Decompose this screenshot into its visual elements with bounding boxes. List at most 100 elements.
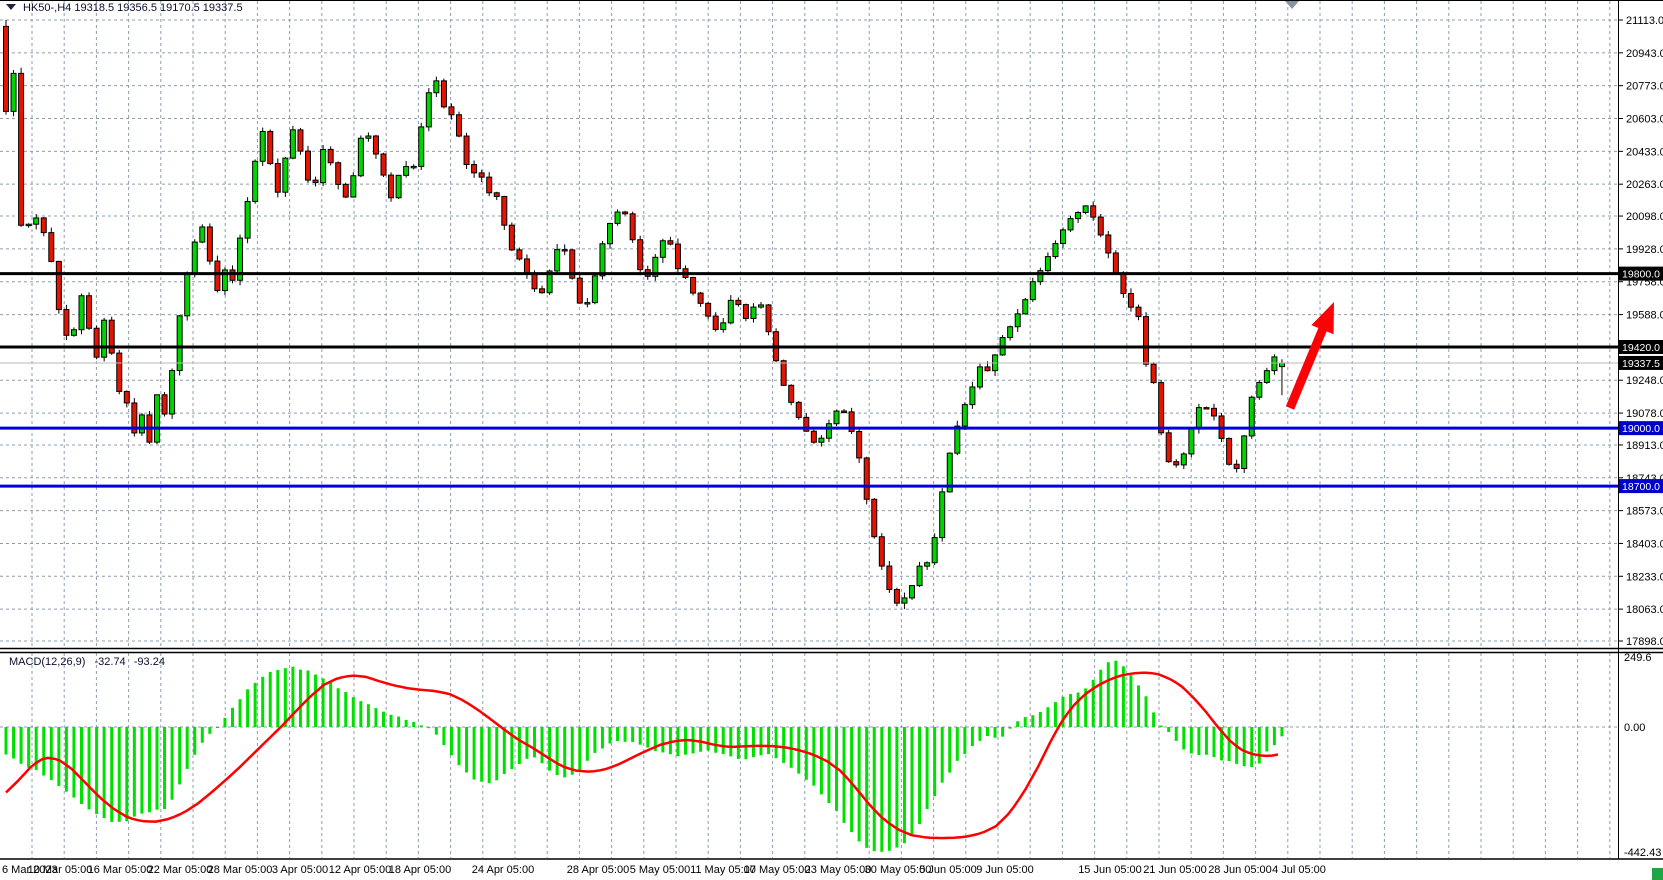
macd-histogram-bar: [736, 727, 740, 759]
main-chart-area[interactable]: [0, 0, 1618, 648]
macd-histogram-bar: [525, 727, 529, 759]
candlestick: [539, 288, 546, 294]
candlestick: [48, 232, 55, 262]
candlestick: [1029, 281, 1036, 301]
candlestick: [954, 425, 961, 454]
macd-histogram-bar: [434, 727, 438, 735]
candlestick: [984, 366, 991, 372]
macd-histogram-bar: [465, 727, 469, 773]
candlestick: [1203, 407, 1210, 410]
macd-histogram-bar: [215, 727, 219, 728]
macd-histogram-bar: [721, 727, 725, 754]
macd-histogram-bar: [668, 727, 672, 755]
horizontal-line-objects[interactable]: [0, 272, 1618, 488]
time-tick-label: 28 Jun 05:00: [1208, 864, 1272, 876]
macd-label-row: MACD(12,26,9) -32.74 -93.24: [9, 656, 165, 668]
macd-histogram-bar: [1152, 712, 1156, 727]
macd-histogram-bar: [200, 727, 204, 743]
price-line-label-box: [1619, 479, 1663, 494]
macd-histogram-bar: [72, 727, 76, 798]
macd-histogram-bar: [767, 727, 771, 755]
price-line-label: 19800.0: [1622, 269, 1660, 281]
price-axis-labels[interactable]: 21113.0 20943.0 20773.0 20603.0 20433.0 20263…: [1618, 15, 1663, 648]
symbol-dropdown-icon[interactable]: [6, 4, 16, 10]
candlestick: [705, 302, 712, 317]
macd-histogram-bar: [993, 727, 997, 738]
candlestick: [531, 273, 538, 290]
candlestick: [305, 150, 311, 181]
macd-histogram-bar: [170, 727, 174, 800]
macd-histogram-bar: [970, 727, 974, 747]
candlestick: [191, 241, 198, 274]
macd-histogram-bar: [1008, 727, 1012, 729]
candlestick: [1037, 270, 1044, 283]
trend-arrow-head[interactable]: [1311, 302, 1334, 335]
time-tick-label: 12 Apr 05:00: [329, 864, 391, 876]
macd-histogram-bar: [480, 727, 484, 782]
candlestick: [909, 585, 915, 599]
candlestick: [237, 237, 244, 281]
time-tick-label: 22 Mar 05:00: [148, 864, 213, 876]
candlestick: [297, 129, 304, 152]
price-line-label-boxes: 19800.0 19420.0 19000.0 18700.0 19337.5: [1619, 266, 1663, 494]
macd-indicator-area[interactable]: [0, 652, 1618, 859]
macd-histogram-bar: [314, 674, 318, 727]
candlestick: [403, 166, 410, 176]
macd-histogram-bar: [223, 717, 227, 727]
macd-histogram-bar: [208, 727, 212, 734]
macd-histogram-bar: [442, 727, 446, 745]
candlestick: [169, 370, 176, 415]
macd-histogram-bar: [382, 711, 385, 727]
macd-histogram-bar: [616, 727, 620, 742]
macd-histogram-bar: [457, 727, 461, 766]
candlestick: [554, 249, 561, 272]
price-tick-label: 20433.0: [1626, 146, 1663, 158]
macd-histogram-bar: [412, 721, 416, 727]
macd-histogram-bar: [1001, 727, 1005, 737]
macd-histogram-bar: [570, 727, 574, 775]
candlestick: [803, 416, 810, 432]
candlestick: [893, 589, 900, 604]
chart-title: HK50-,H4 19318.5 19356.5 19170.5 19337.5: [6, 2, 243, 14]
candlestick: [486, 176, 493, 194]
macd-histogram-bar: [963, 727, 967, 754]
candlestick: [1082, 205, 1089, 214]
price-line-label: 19337.5: [1622, 358, 1660, 370]
price-tick-label: 20603.0: [1626, 114, 1663, 126]
time-tick-label: 5 Jun 05:00: [919, 864, 977, 876]
candlestick: [131, 402, 138, 434]
candlestick: [795, 401, 802, 418]
macd-histogram-bar: [12, 727, 16, 759]
macd-histogram-bar: [64, 727, 68, 792]
trend-arrow[interactable]: [1285, 302, 1334, 410]
candlestick: [440, 80, 447, 108]
candlestick: [63, 309, 70, 336]
chart-shift-marker-icon[interactable]: [1285, 1, 1299, 9]
macd-histogram-bar: [1220, 727, 1224, 761]
trend-arrow-shaft[interactable]: [1285, 322, 1329, 410]
candlestick: [818, 437, 825, 443]
candlestick: [154, 394, 160, 443]
macd-histogram-bar: [163, 727, 167, 810]
candlestick: [463, 135, 470, 166]
macd-histogram-bar: [1144, 696, 1148, 727]
macd-histogram-bar: [110, 727, 114, 822]
symbol-ohlc-title: HK50-,H4 19318.5 19356.5 19170.5 19337.5: [23, 2, 243, 14]
price-line-label-box: [1619, 421, 1663, 436]
macd-histogram-bar: [1204, 727, 1208, 755]
macd-histogram-bar: [1280, 727, 1284, 737]
candlestick: [1135, 306, 1142, 318]
candlestick: [418, 126, 425, 167]
candlestick: [1211, 407, 1217, 417]
candlestick: [690, 276, 697, 294]
candlestick: [55, 260, 62, 311]
macd-histogram-bar: [699, 727, 703, 752]
candlestick: [1044, 256, 1051, 272]
candlestick: [614, 211, 621, 224]
candlestick: [350, 175, 357, 198]
macd-histogram-bar: [1084, 688, 1088, 727]
candlestick: [1097, 216, 1104, 236]
macd-histogram-bar: [1023, 717, 1027, 727]
macd-histogram-bar: [608, 727, 612, 744]
